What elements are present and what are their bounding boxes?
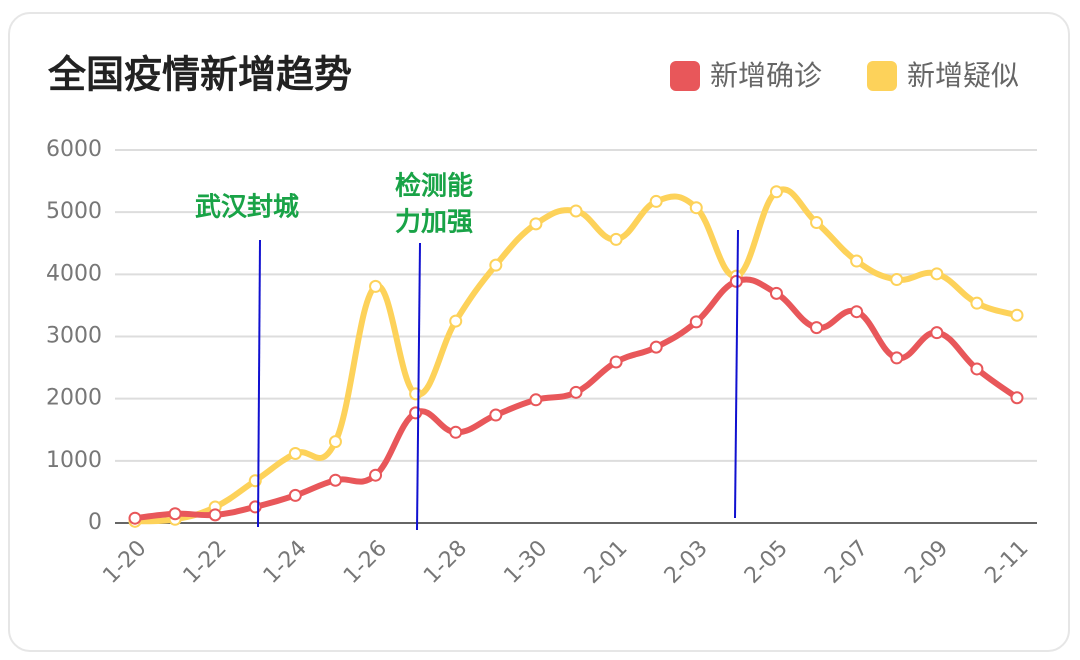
point xyxy=(810,216,824,230)
point xyxy=(288,446,302,460)
x-tick-label: 2-07 xyxy=(820,536,873,589)
point xyxy=(449,314,463,328)
point xyxy=(1010,308,1024,322)
point xyxy=(409,406,423,420)
y-tick-label: 1000 xyxy=(46,448,102,473)
point xyxy=(890,273,904,287)
point xyxy=(409,387,423,401)
point xyxy=(569,204,583,218)
point xyxy=(970,362,984,376)
point xyxy=(729,274,743,288)
x-tick-label: 2-03 xyxy=(660,536,713,589)
point xyxy=(930,267,944,281)
x-tick-label: 1-20 xyxy=(98,536,151,589)
annotation-line xyxy=(734,229,739,519)
point xyxy=(890,351,904,365)
point xyxy=(1010,391,1024,405)
x-tick-label: 2-11 xyxy=(980,536,1033,589)
x-tick-label: 1-30 xyxy=(499,536,552,589)
annotation: 检测能 xyxy=(395,171,473,202)
point xyxy=(529,393,543,407)
point xyxy=(288,488,302,502)
point xyxy=(850,254,864,268)
y-tick-label: 6000 xyxy=(46,137,102,162)
point xyxy=(649,340,663,354)
point xyxy=(970,296,984,310)
y-tick-label: 2000 xyxy=(46,386,102,411)
series-line xyxy=(134,186,1018,525)
legend-label: 新增确诊 xyxy=(710,59,822,92)
point xyxy=(369,468,383,482)
point xyxy=(689,201,703,215)
point xyxy=(369,279,383,293)
point xyxy=(649,194,663,208)
point xyxy=(609,355,623,369)
point xyxy=(569,385,583,399)
x-tick-label: 1-24 xyxy=(259,536,312,589)
point xyxy=(930,326,944,340)
x-tick-label: 1-28 xyxy=(419,536,472,589)
point xyxy=(769,185,783,199)
annotation: 武汉封城 xyxy=(195,193,299,223)
x-tick-label: 1-26 xyxy=(339,536,392,589)
y-tick-label: 4000 xyxy=(46,261,102,286)
point xyxy=(449,425,463,439)
chart-title: 全国疫情新增趋势 xyxy=(47,53,352,97)
point xyxy=(810,321,824,335)
x-tick-label: 2-01 xyxy=(580,536,633,589)
point xyxy=(850,305,864,319)
point xyxy=(769,286,783,300)
annotation-line xyxy=(257,239,261,528)
point xyxy=(328,473,342,487)
point xyxy=(529,217,543,231)
annotation: 力加强 xyxy=(395,208,473,238)
point xyxy=(489,258,503,272)
x-tick-label: 2-09 xyxy=(900,536,953,589)
x-tick-label: 1-22 xyxy=(179,536,232,589)
annotation-line xyxy=(416,242,421,531)
point xyxy=(489,408,503,422)
y-tick-label: 3000 xyxy=(46,324,102,349)
point xyxy=(689,315,703,329)
legend-label: 新增疑似 xyxy=(907,59,1019,92)
point xyxy=(609,232,623,246)
x-tick-label: 2-05 xyxy=(740,536,793,589)
y-tick-label: 5000 xyxy=(46,199,102,224)
point xyxy=(168,507,182,521)
legend-swatch xyxy=(670,61,700,91)
point xyxy=(128,511,142,525)
y-tick-label: 0 xyxy=(88,510,102,535)
card xyxy=(8,12,1070,652)
point xyxy=(208,508,222,522)
point xyxy=(328,435,342,449)
legend-swatch xyxy=(867,61,897,91)
